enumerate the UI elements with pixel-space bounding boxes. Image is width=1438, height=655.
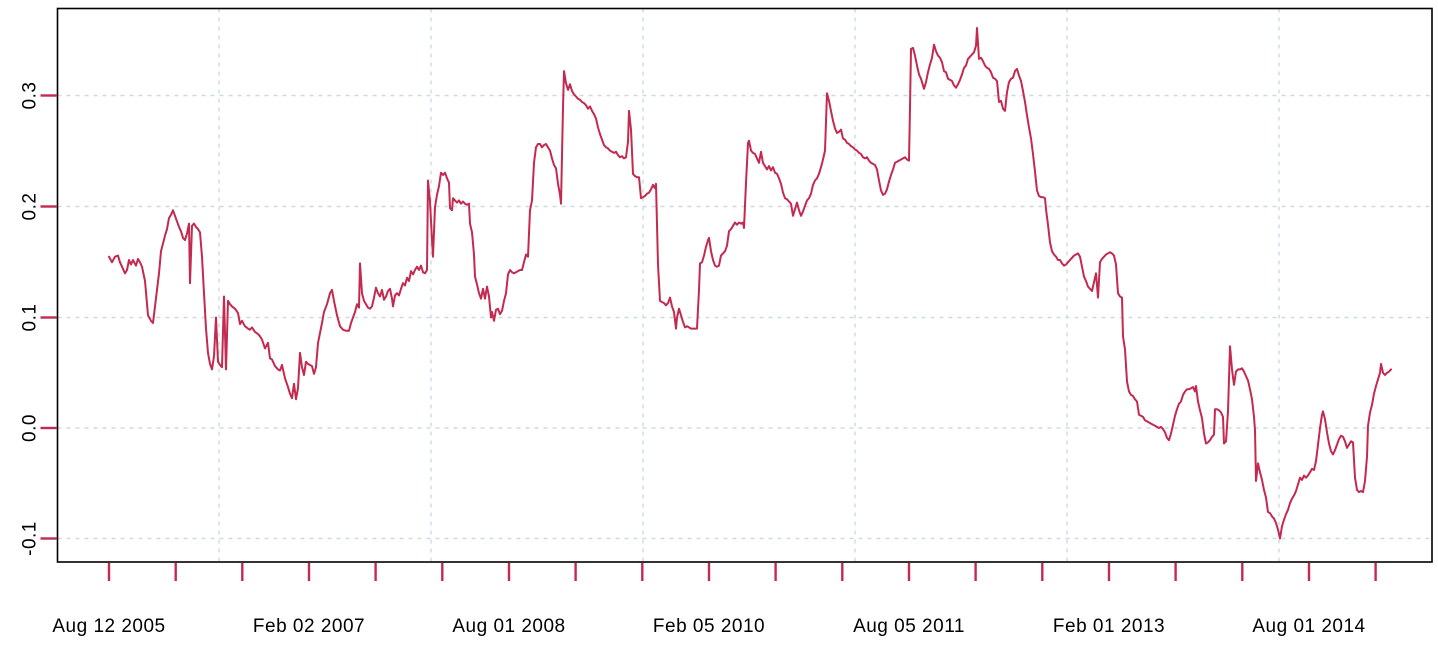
y-axis-tick-label: 0.3 bbox=[20, 82, 41, 110]
y-axis-tick-label: 0.2 bbox=[20, 193, 41, 221]
y-axis-tick-label: 0.1 bbox=[20, 304, 41, 332]
x-axis-date-label: Aug 12 2005 bbox=[52, 616, 165, 637]
x-axis-date-label: Aug 01 2014 bbox=[1252, 616, 1365, 637]
x-axis-date-label: Aug 01 2008 bbox=[452, 616, 565, 637]
plot-border bbox=[56, 7, 1433, 563]
series-line-weekly-time-series bbox=[108, 27, 1392, 540]
y-axis-tick-label: -0.1 bbox=[20, 521, 41, 556]
x-axis-date-label: Feb 05 2010 bbox=[653, 616, 765, 637]
y-axis-tick-label: 0.0 bbox=[20, 414, 41, 442]
x-axis-date-label: Aug 05 2011 bbox=[853, 616, 965, 637]
x-axis-date-label: Feb 02 2007 bbox=[253, 616, 365, 637]
x-axis-date-label: Feb 01 2013 bbox=[1053, 616, 1165, 637]
